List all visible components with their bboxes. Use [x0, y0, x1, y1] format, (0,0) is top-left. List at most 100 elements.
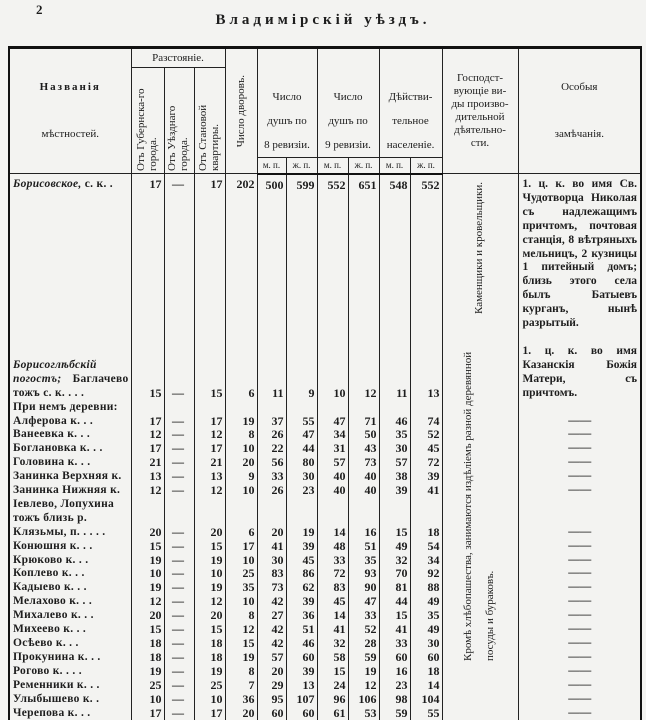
cell-r8m: 20	[257, 498, 286, 540]
cell-r8m: 22	[257, 442, 286, 456]
place-name-text: Рогово к. . . .	[13, 665, 82, 677]
cell-r8m: 83	[257, 567, 286, 581]
cell-r8f: 62	[286, 581, 317, 595]
cell-uezd: —	[164, 442, 194, 456]
cell-af: 49	[410, 623, 442, 637]
note-cell: ——	[518, 595, 641, 609]
header-actual-female: ж. п.	[410, 158, 442, 174]
cell-af: 30	[410, 637, 442, 651]
place-name-text: Головина к. . .	[13, 456, 90, 468]
cell-r9f	[348, 401, 379, 415]
cell-gub: 15	[131, 623, 164, 637]
cell-af: 18	[410, 665, 442, 679]
header-rev8: Число душъ по 8 ревизіи.	[257, 48, 317, 158]
cell-r8f: 23	[286, 484, 317, 498]
place-name: Ванеевка к. . .	[9, 428, 131, 442]
cell-am: 60	[379, 651, 410, 665]
note-cell: ——	[518, 707, 641, 720]
page-title: Владимірскій уѣздъ.	[0, 12, 646, 29]
place-name-text: Михалево к. . .	[13, 609, 94, 621]
cell-uezd: —	[164, 470, 194, 484]
header-names: Названія мѣстностей.	[9, 48, 131, 174]
cell-yards: 35	[225, 581, 257, 595]
header-actual-male: м. п.	[379, 158, 410, 174]
place-name: Прокунина к. . .	[9, 651, 131, 665]
cell-r9m: 72	[317, 567, 348, 581]
cell-r9f: 90	[348, 581, 379, 595]
place-name-text: Осѣево к. . .	[13, 637, 79, 649]
cell-r9m: 40	[317, 484, 348, 498]
cell-gub: 12	[131, 595, 164, 609]
cell-gub: 18	[131, 651, 164, 665]
cell-r8f	[286, 401, 317, 415]
statistics-table: Названія мѣстностей. Разстояніе. Число д…	[8, 46, 642, 720]
cell-gub: 10	[131, 693, 164, 707]
cell-r9f: 73	[348, 456, 379, 470]
note-cell: 1. ц. к. во имя Казанскія Божія Матери, …	[518, 331, 641, 401]
cell-r9f: 53	[348, 707, 379, 720]
note-cell: ——	[518, 581, 641, 595]
cell-gub: 12	[131, 484, 164, 498]
cell-r9m: 57	[317, 456, 348, 470]
cell-am: 38	[379, 470, 410, 484]
cell-r8m: 26	[257, 428, 286, 442]
cell-r8f: 30	[286, 470, 317, 484]
cell-am: 15	[379, 498, 410, 540]
cell-stan: 19	[194, 581, 225, 595]
place-name-text: При немъ деревни:	[13, 401, 118, 413]
cell-am: 49	[379, 540, 410, 554]
cell-uezd: —	[164, 540, 194, 554]
cell-r8f: 80	[286, 456, 317, 470]
cell-gub: 13	[131, 470, 164, 484]
cell-yards: 9	[225, 470, 257, 484]
cell-am	[379, 401, 410, 415]
note-cell: ——	[518, 470, 641, 484]
cell-r9m: 10	[317, 331, 348, 401]
cell-r8f: 60	[286, 707, 317, 720]
place-name-italic: Борисовское,	[13, 178, 82, 190]
cell-af: 49	[410, 595, 442, 609]
place-name-text: Мелахово к. . .	[13, 595, 92, 607]
cell-r8m: 11	[257, 331, 286, 401]
cell-r9f: 33	[348, 609, 379, 623]
cell-yards: 12	[225, 623, 257, 637]
cell-r9f: 106	[348, 693, 379, 707]
cell-am: 16	[379, 665, 410, 679]
header-occupation: Господст- вующіе ви- ды произво- дительн…	[442, 48, 518, 174]
cell-r9f: 71	[348, 415, 379, 429]
cell-r9m: 31	[317, 442, 348, 456]
header-actual-l3: населеніе.	[380, 133, 442, 157]
cell-r8f: 86	[286, 567, 317, 581]
cell-gub: 10	[131, 567, 164, 581]
place-name-text: Ванеевка к. . .	[13, 428, 90, 440]
cell-r8m	[257, 401, 286, 415]
cell-r9m: 34	[317, 428, 348, 442]
cell-r8f: 46	[286, 637, 317, 651]
cell-af: 18	[410, 498, 442, 540]
cell-am: 32	[379, 554, 410, 568]
cell-r8f: 44	[286, 442, 317, 456]
header-rev9-l3: 9 ревизіи.	[318, 133, 379, 157]
cell-uezd: —	[164, 331, 194, 401]
cell-uezd: —	[164, 554, 194, 568]
occupation-cell: Кромѣ хлѣбопашества, занимаются издѣліем…	[442, 331, 518, 720]
cell-stan: 18	[194, 651, 225, 665]
cell-yards: 36	[225, 693, 257, 707]
header-occ-l4: дительной	[443, 111, 518, 124]
header-yards: Число дворовъ.	[225, 48, 257, 174]
cell-uezd: —	[164, 637, 194, 651]
header-rev8-l2: душъ по	[258, 109, 317, 133]
cell-am: 98	[379, 693, 410, 707]
cell-r8m: 42	[257, 623, 286, 637]
header-rev8-female: ж. п.	[286, 158, 317, 174]
cell-r8f: 36	[286, 609, 317, 623]
cell-uezd: —	[164, 693, 194, 707]
